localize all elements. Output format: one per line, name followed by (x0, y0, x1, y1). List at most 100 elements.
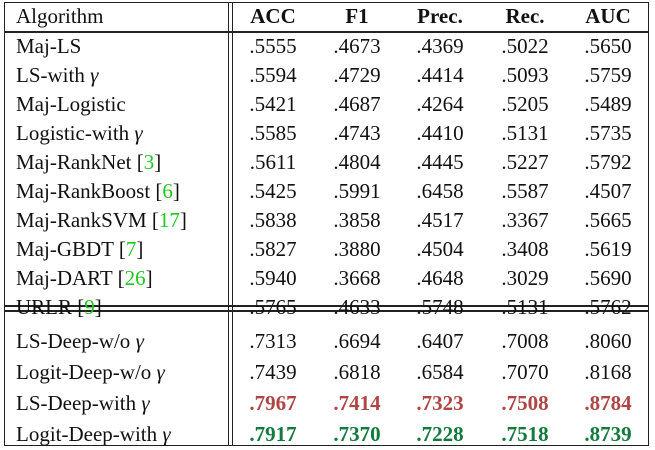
algorithm-label: Logistic-with (16, 121, 135, 145)
table-row: LS-with γ .5594 .4729 .4414 .5093 .5759 (4, 61, 649, 90)
acc-value: .7313 (249, 329, 297, 353)
table-row: Maj-Logistic .5421 .4687 .4264 .5205 .5489 (4, 90, 649, 119)
gamma-symbol: γ (135, 329, 144, 353)
f1-value: .4673 (333, 34, 381, 58)
header-acc: ACC (250, 4, 296, 28)
rec-value: .7070 (501, 360, 549, 384)
prec-value: .6584 (416, 360, 464, 384)
f1-value: .3880 (333, 237, 381, 261)
acc-value: .5838 (249, 208, 297, 232)
prec-value: .4410 (416, 121, 464, 145)
acc-value: .5555 (249, 34, 297, 58)
group-rule (4, 310, 649, 312)
gamma-symbol: γ (162, 422, 171, 446)
f1-value: .4729 (333, 63, 381, 87)
auc-value: .5759 (584, 63, 632, 87)
f1-value: .7370 (333, 422, 381, 446)
header-prec: Prec. (417, 4, 463, 28)
algorithm-label: Maj-LS (16, 34, 82, 58)
table-row: Maj-RankBoost [6] .5425 .5991 .6458 .5587 .45… (4, 177, 649, 206)
acc-value: .7967 (249, 391, 297, 415)
rec-value: .5093 (501, 63, 549, 87)
acc-value: .5594 (249, 63, 297, 87)
prec-value: .7323 (416, 391, 464, 415)
auc-value: .5619 (584, 237, 632, 261)
gamma-symbol: γ (134, 121, 143, 145)
rec-value: .7008 (501, 329, 549, 353)
rec-value: .3029 (501, 266, 549, 290)
rec-value: .5227 (501, 150, 549, 174)
gamma-symbol: γ (156, 360, 165, 384)
prec-value: .7228 (416, 422, 464, 446)
table-row: Maj-RankNet [3] .5611 .4804 .4445 .5227 .5792 (4, 148, 649, 177)
f1-value: .4687 (333, 92, 381, 116)
rec-value: .3408 (501, 237, 549, 261)
algorithm-name: Maj-RankSVM [17] (16, 208, 187, 232)
prec-value: .4369 (416, 34, 464, 58)
citation-link[interactable]: 7 (125, 237, 137, 261)
auc-value: .5489 (584, 92, 632, 116)
f1-value: .4633 (333, 295, 381, 319)
table-row: LS-Deep-w/o γ .7313 .6694 .6407 .7008 .8060 (4, 327, 649, 356)
f1-value: .3668 (333, 266, 381, 290)
algorithm-name: Logit-Deep-w/o γ (16, 358, 165, 387)
acc-value: .5425 (249, 179, 297, 203)
auc-value: .8060 (584, 329, 632, 353)
citation-link[interactable]: 3 (143, 150, 155, 174)
rec-value: .7518 (501, 422, 549, 446)
citation-link[interactable]: 6 (162, 179, 173, 203)
auc-value: .5735 (584, 121, 632, 145)
algorithm-label: Maj-Logistic (16, 92, 126, 116)
f1-value: .5991 (333, 179, 381, 203)
f1-value: .4743 (333, 121, 381, 145)
column-divider (228, 2, 229, 446)
algorithm-label: Maj-RankSVM (16, 208, 152, 232)
auc-value: .8739 (584, 422, 632, 446)
algorithm-name: Maj-DART [26] (16, 266, 153, 290)
acc-value: .5940 (249, 266, 297, 290)
rec-value: .5587 (501, 179, 549, 203)
algorithm-label: Maj-DART (16, 266, 118, 290)
auc-value: .8784 (584, 391, 632, 415)
acc-value: .5421 (249, 92, 297, 116)
header-f1: F1 (345, 4, 369, 28)
acc-value: .5585 (249, 121, 297, 145)
gamma-symbol: γ (141, 391, 150, 415)
auc-value: .5690 (584, 266, 632, 290)
prec-value: .4648 (416, 266, 464, 290)
acc-value: .5765 (249, 295, 297, 319)
algorithm-label: Maj-RankNet (16, 150, 137, 174)
rec-value: .5022 (501, 34, 549, 58)
citation-link[interactable]: 17 (158, 208, 180, 232)
prec-value: .4445 (416, 150, 464, 174)
prec-value: .5748 (416, 295, 464, 319)
algorithm-name: Maj-RankBoost [6] (16, 179, 180, 203)
acc-value: .5827 (249, 237, 297, 261)
table-row: Logit-Deep-w/o γ .7439 .6818 .6584 .7070 .816… (4, 358, 649, 387)
algorithm-label: LS-with (16, 63, 91, 87)
prec-value: .6458 (416, 179, 464, 203)
group-rule (4, 305, 649, 307)
results-table (4, 2, 649, 446)
algorithm-name: Logistic-with γ (16, 119, 143, 148)
citation-link[interactable]: 9 (84, 295, 95, 319)
table-row: Logit-Deep-with γ .7917 .7370 .7228 .7518 .87… (4, 420, 649, 449)
column-divider (232, 2, 233, 446)
rec-value: .7508 (501, 391, 549, 415)
auc-value: .4507 (584, 179, 632, 203)
auc-value: .5665 (584, 208, 632, 232)
header-rec: Rec. (505, 4, 545, 28)
header-algorithm: Algorithm (16, 4, 104, 28)
table-row: Maj-LS .5555 .4673 .4369 .5022 .5650 (4, 32, 649, 61)
algorithm-name: LS-Deep-with γ (16, 389, 150, 418)
f1-value: .3858 (333, 208, 381, 232)
algorithm-label: Maj-GBDT (16, 237, 119, 261)
f1-value: .6694 (333, 329, 381, 353)
table-row: Maj-DART [26] .5940 .3668 .4648 .3029 .5690 (4, 264, 649, 293)
citation-link[interactable]: 26 (124, 266, 146, 290)
algorithm-name: LS-with γ (16, 61, 98, 90)
f1-value: .6818 (333, 360, 381, 384)
prec-value: .4517 (416, 208, 464, 232)
table-row: URLR [9] .5765 .4633 .5748 .5131 .5762 (4, 293, 649, 322)
table-row: Maj-GBDT [7] .5827 .3880 .4504 .3408 .5619 (4, 235, 649, 264)
